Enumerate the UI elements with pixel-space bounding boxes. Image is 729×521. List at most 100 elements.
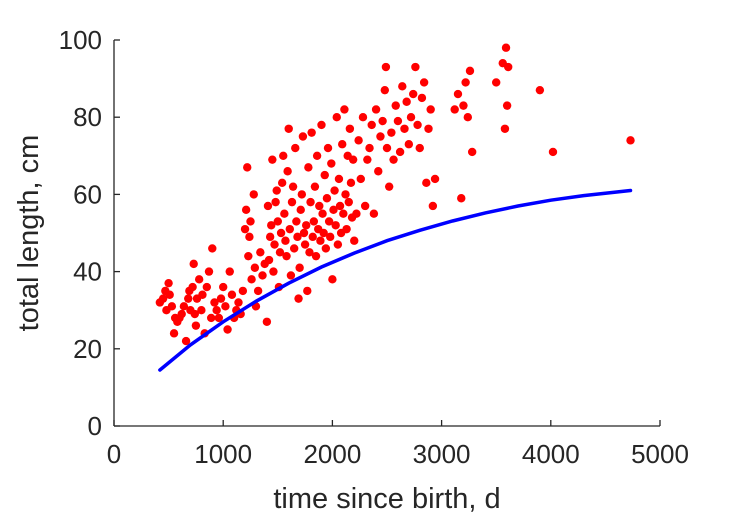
scatter-point (374, 167, 383, 176)
scatter-point (492, 78, 501, 87)
scatter-point (328, 275, 337, 284)
scatter-point (500, 124, 510, 133)
scatter-point (270, 240, 279, 249)
y-tick-label: 20 (73, 334, 102, 364)
scatter-point (227, 290, 237, 299)
scatter-point (450, 105, 459, 114)
scatter-point (400, 124, 409, 133)
scatter-point (206, 313, 216, 323)
scatter-point (258, 271, 267, 280)
scatter-point (245, 232, 254, 242)
scatter-point (267, 221, 276, 230)
scatter-point (246, 217, 255, 226)
scatter-point (369, 209, 379, 218)
scatter-point (316, 236, 325, 245)
scatter-point (371, 105, 381, 114)
scatter-point (409, 89, 418, 99)
x-tick-label: 5000 (631, 439, 689, 469)
scatter-point (344, 197, 353, 207)
scatter-point (320, 170, 329, 180)
scatter-point (424, 124, 433, 133)
scatter-point (293, 232, 302, 242)
scatter-point (234, 298, 243, 307)
scatter-point (265, 232, 275, 242)
scatter-point (380, 85, 390, 95)
scatter-point (167, 302, 177, 311)
scatter-point (299, 228, 309, 238)
scatter-point (389, 155, 398, 164)
scatter-point (324, 217, 334, 226)
scatter-point (323, 143, 333, 153)
scatter-point (384, 182, 394, 191)
scatter-point (422, 178, 431, 188)
scatter-point (291, 143, 300, 153)
scatter-point (457, 194, 466, 203)
scatter-point (250, 263, 260, 272)
scatter-point (501, 43, 511, 52)
scatter-point (181, 336, 191, 346)
scatter-point (376, 132, 385, 141)
scatter-point (188, 282, 197, 292)
scatter-point (338, 140, 347, 149)
scatter-point (238, 286, 248, 296)
scatter-point (179, 302, 189, 311)
scatter-point (190, 309, 200, 319)
scatter-point (415, 143, 424, 153)
scatter-point (263, 201, 273, 211)
scatter-point (339, 209, 348, 218)
scatter-point (184, 294, 193, 303)
y-axis-label: total length, cm (13, 135, 45, 332)
scatter-point (354, 136, 363, 145)
scatter-point (194, 275, 204, 284)
scatter-point (310, 182, 320, 191)
scatter-point (331, 221, 340, 230)
scatter-point (378, 116, 387, 126)
scatter-point (197, 306, 206, 315)
scatter-point (391, 101, 400, 110)
scatter-point (241, 205, 251, 215)
scatter-point (502, 101, 512, 110)
scatter-point (225, 267, 234, 276)
scatter-point (395, 147, 405, 157)
scatter-point (356, 174, 365, 184)
scatter-point (334, 174, 344, 184)
scatter-point (363, 155, 372, 164)
scatter-point (221, 302, 230, 311)
x-tick-label: 1000 (194, 439, 252, 469)
scatter-point (327, 159, 336, 168)
x-axis-label: time since birth, d (273, 483, 500, 515)
scatter-point (240, 224, 250, 234)
scatter-point (318, 209, 327, 218)
scatter-point (216, 294, 226, 303)
scatter-point (297, 190, 307, 199)
y-tick-label: 80 (73, 102, 102, 132)
scatter-point (319, 228, 328, 238)
scatter-point (411, 62, 420, 72)
scatter-point (262, 317, 272, 326)
scatter-point (345, 124, 355, 133)
fitted-curve (158, 188, 633, 372)
scatter-point (285, 224, 295, 234)
scatter-point (288, 182, 298, 191)
scatter-point (465, 66, 475, 76)
scatter-point (402, 97, 411, 106)
scatter-point (348, 155, 358, 164)
scatter-point (158, 294, 168, 303)
y-tick-label: 40 (73, 257, 102, 287)
scatter-point (284, 124, 293, 133)
scatter-point (289, 244, 299, 253)
scatter-point (204, 267, 214, 276)
scatter-point (312, 151, 322, 160)
scatter-point (467, 147, 477, 157)
scatter-point (256, 248, 265, 257)
scatter-point (626, 136, 635, 145)
scatter-point (304, 163, 313, 172)
x-tick-label: 4000 (522, 439, 580, 469)
scatter-point (219, 282, 228, 292)
scatter-point (249, 190, 258, 199)
scatter-point (330, 186, 339, 195)
scatter-point (296, 205, 305, 215)
scatter-point (247, 275, 256, 284)
scatter-point (309, 217, 319, 226)
y-tick-label: 60 (73, 179, 102, 209)
